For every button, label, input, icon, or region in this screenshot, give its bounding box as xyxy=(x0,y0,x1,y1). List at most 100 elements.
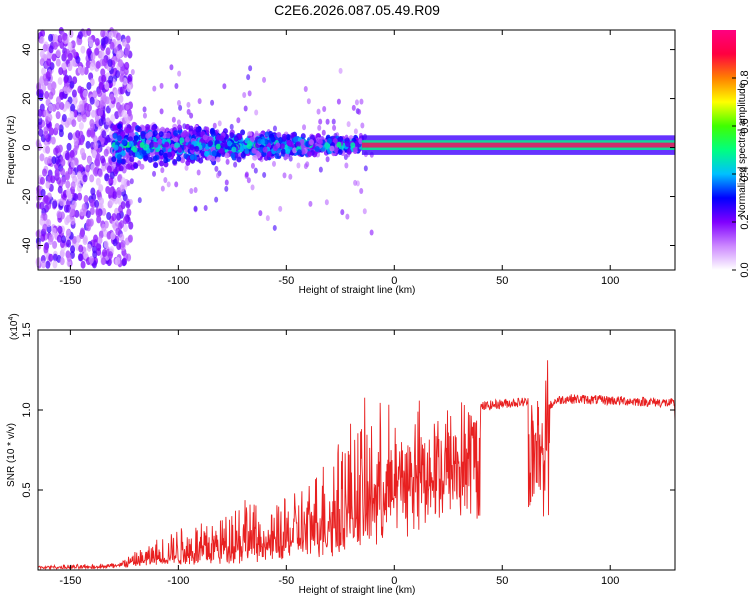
spectrogram-cell xyxy=(109,41,115,50)
spectrogram-cell xyxy=(251,147,257,154)
spectrogram-cell xyxy=(354,99,359,106)
spectrogram-cell xyxy=(65,180,71,189)
spectrogram-cell xyxy=(197,98,202,105)
spectrogram-cell xyxy=(340,209,345,216)
snr-series xyxy=(37,360,676,571)
spectrogram-cell xyxy=(236,156,242,163)
snr-x-ticks: -150 -100 -50 0 50 100 xyxy=(59,330,619,587)
spectrogram-cell xyxy=(82,174,88,183)
spectrogram-cell xyxy=(90,123,96,132)
spectrogram-cell xyxy=(124,61,130,70)
spectrogram-cell xyxy=(79,67,85,76)
y-tick-label: 0.5 xyxy=(21,482,33,497)
spectrogram-cell xyxy=(153,141,159,148)
y-tick-label: -20 xyxy=(21,189,33,205)
spectrogram-cell xyxy=(82,89,88,98)
y-tick-label: 1.0 xyxy=(21,402,33,417)
spectrogram-cell xyxy=(116,212,122,221)
spectrogram-cell xyxy=(51,53,57,62)
spectrogram-cell xyxy=(101,223,107,232)
spectrogram-cell xyxy=(61,114,67,123)
spectrogram-cell xyxy=(61,176,67,185)
spectrogram-cell xyxy=(308,200,313,207)
spectrogram-cell xyxy=(85,60,91,69)
spectrogram-cell xyxy=(48,33,54,42)
spectrogram-cell xyxy=(59,101,65,110)
spectrogram-cell xyxy=(321,129,326,136)
spectrogram-cell xyxy=(60,167,66,176)
spectrogram-cell xyxy=(158,149,164,156)
spectrogram-cell xyxy=(39,201,45,210)
spectrogram-frame xyxy=(37,29,676,271)
spectrogram-cell xyxy=(172,130,178,137)
spectrogram-cell xyxy=(71,119,77,128)
x-tick-label: 0 xyxy=(391,275,397,287)
spectrogram-cell xyxy=(116,135,122,142)
spectrogram-cell xyxy=(332,124,337,131)
spectrogram-cell xyxy=(317,124,322,131)
spectrogram-cell xyxy=(140,133,146,140)
spectrogram-cell xyxy=(43,194,49,203)
spectrogram-cell xyxy=(73,193,79,202)
spectrogram-cell xyxy=(147,156,153,163)
spectrogram-cell xyxy=(48,91,54,100)
spectrogram-cell xyxy=(46,58,52,67)
spectrogram-cell xyxy=(76,37,82,46)
spectrogram-cell xyxy=(61,235,67,244)
spectrogram-cell xyxy=(122,257,128,266)
spectrogram-cell xyxy=(231,146,237,153)
spectrogram-cell xyxy=(48,253,54,262)
spectrogram-cell xyxy=(101,74,107,83)
y-tick-label: 20 xyxy=(21,92,33,104)
spectrogram-cell xyxy=(103,240,109,249)
spectrogram-cell xyxy=(103,36,109,45)
spectrogram-cell xyxy=(67,166,73,175)
spectrogram-cell xyxy=(118,165,124,172)
spectrogram-cell xyxy=(117,123,123,130)
spectrogram-cell xyxy=(336,98,341,105)
spectrogram-cell xyxy=(152,130,158,137)
spectrogram-cell xyxy=(44,91,50,100)
spectrogram-cell xyxy=(180,157,186,164)
spectrogram-cell xyxy=(46,201,52,210)
spectrogram-cell xyxy=(120,239,126,248)
spectrogram-cell xyxy=(308,139,314,146)
spectrogram-cell xyxy=(66,142,72,151)
x-tick-label: 50 xyxy=(496,275,508,287)
spectrogram-cell xyxy=(106,231,112,240)
spectrogram-cell xyxy=(109,171,115,180)
spectrogram-cell xyxy=(116,190,122,199)
spectrogram-cell xyxy=(202,134,208,141)
colorbar-tick-label: 0.2 xyxy=(739,214,750,229)
snr-y-ticks: 0.5 1.0 1.5 xyxy=(21,322,675,498)
spectrogram-cell xyxy=(163,152,169,159)
spectrogram-cell xyxy=(318,118,323,125)
spectrogram-cell xyxy=(158,131,164,138)
spectrogram-cell xyxy=(239,145,245,152)
spectrogram-cell xyxy=(113,88,119,97)
spectrogram-cell xyxy=(42,223,48,232)
spectrogram-cell xyxy=(56,234,62,243)
spectrogram-cell xyxy=(58,129,64,138)
spectrogram-cell xyxy=(57,185,63,194)
spectrogram-cell xyxy=(185,159,191,166)
spectrogram-cell xyxy=(184,164,189,171)
x-tick-label: 100 xyxy=(601,275,619,287)
spectrogram-cell xyxy=(80,260,86,269)
spectrogram-cell xyxy=(193,205,198,212)
spectrogram-cell xyxy=(280,148,286,155)
spectrogram-cell xyxy=(215,156,221,163)
spectrogram-cell xyxy=(363,165,368,172)
spectrogram-cell xyxy=(109,93,115,102)
spectrogram-cell xyxy=(89,207,95,216)
spectrogram-cell xyxy=(357,108,362,115)
spectrogram-cell xyxy=(70,245,76,254)
spectrogram-cell xyxy=(271,160,276,167)
spectrogram-cell xyxy=(95,153,101,162)
spectrogram-cell xyxy=(112,191,118,200)
spectrogram-cell xyxy=(123,216,129,225)
y-tick-label: 1.5 xyxy=(21,322,33,337)
spectrogram-cell xyxy=(159,82,164,89)
spectrogram-cell xyxy=(325,156,330,163)
spectrogram-cell xyxy=(252,154,258,161)
